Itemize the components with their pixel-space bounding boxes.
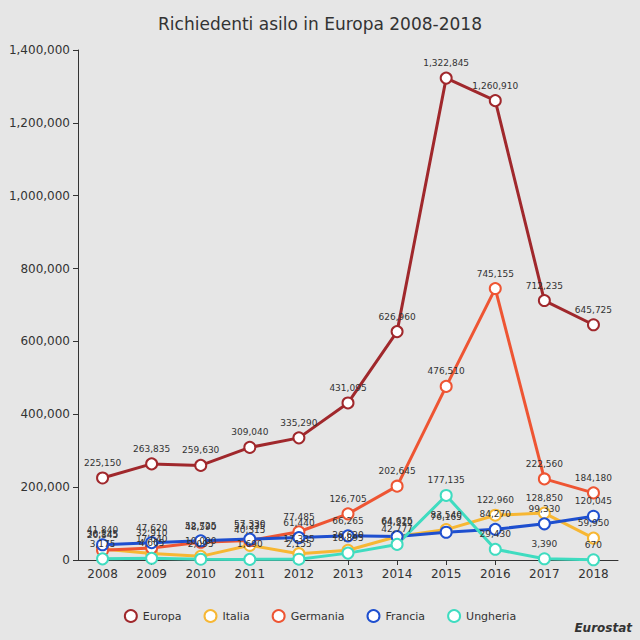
- svg-text:Europa: Europa: [143, 610, 182, 623]
- svg-text:66,265: 66,265: [332, 516, 364, 526]
- svg-text:3,390: 3,390: [531, 539, 557, 549]
- svg-text:400,000: 400,000: [20, 407, 70, 421]
- svg-text:Richiedenti asilo in Europa 20: Richiedenti asilo in Europa 2008-2018: [158, 14, 482, 34]
- svg-text:200,000: 200,000: [20, 480, 70, 494]
- svg-text:2,095: 2,095: [188, 539, 214, 549]
- svg-text:2010: 2010: [185, 567, 216, 581]
- svg-text:1,400,000: 1,400,000: [9, 43, 70, 57]
- svg-text:1,690: 1,690: [237, 539, 263, 549]
- svg-text:Italia: Italia: [222, 610, 249, 623]
- svg-text:202,645: 202,645: [378, 466, 415, 476]
- svg-text:47,620: 47,620: [136, 523, 168, 533]
- svg-text:128,850: 128,850: [526, 493, 563, 503]
- svg-text:42,777: 42,777: [381, 524, 413, 534]
- svg-text:177,135: 177,135: [428, 475, 465, 485]
- svg-text:57,330: 57,330: [234, 519, 266, 529]
- svg-text:2012: 2012: [284, 567, 315, 581]
- svg-text:64,310: 64,310: [381, 516, 413, 527]
- svg-text:800,000: 800,000: [20, 262, 70, 276]
- svg-text:99,330: 99,330: [529, 504, 561, 514]
- svg-text:645,725: 645,725: [575, 305, 612, 315]
- svg-text:2011: 2011: [235, 567, 266, 581]
- svg-text:263,835: 263,835: [133, 444, 170, 454]
- svg-text:Germania: Germania: [291, 610, 345, 623]
- svg-text:431,095: 431,095: [329, 383, 366, 393]
- svg-text:745,155: 745,155: [477, 269, 514, 279]
- svg-text:225,150: 225,150: [84, 458, 121, 468]
- svg-text:52,725: 52,725: [185, 521, 217, 531]
- svg-text:670: 670: [585, 540, 602, 550]
- svg-text:76,165: 76,165: [430, 512, 462, 522]
- svg-text:2014: 2014: [382, 567, 413, 581]
- svg-text:600,000: 600,000: [20, 334, 70, 348]
- svg-text:64,625: 64,625: [381, 516, 413, 527]
- svg-text:1,000,000: 1,000,000: [9, 189, 70, 203]
- svg-text:2,155: 2,155: [286, 539, 312, 549]
- svg-text:59,950: 59,950: [578, 518, 610, 528]
- svg-text:61,440: 61,440: [283, 518, 315, 528]
- svg-text:122,960: 122,960: [477, 495, 514, 505]
- svg-text:120,045: 120,045: [575, 496, 612, 506]
- svg-text:Ungheria: Ungheria: [466, 610, 516, 623]
- svg-text:2018: 2018: [578, 567, 609, 581]
- svg-text:84,270: 84,270: [480, 509, 512, 519]
- svg-text:335,290: 335,290: [280, 418, 317, 428]
- svg-text:Eurostat: Eurostat: [574, 621, 633, 635]
- svg-text:184,180: 184,180: [575, 473, 612, 483]
- svg-text:259,630: 259,630: [182, 445, 219, 455]
- svg-text:476,510: 476,510: [428, 366, 465, 376]
- svg-text:18,895: 18,895: [332, 533, 364, 543]
- svg-text:32,910: 32,910: [135, 528, 168, 538]
- svg-text:126,705: 126,705: [329, 494, 366, 504]
- svg-text:2009: 2009: [136, 567, 167, 581]
- svg-text:0: 0: [62, 553, 70, 567]
- svg-text:2015: 2015: [431, 567, 462, 581]
- svg-text:626,960: 626,960: [378, 312, 415, 322]
- svg-text:2016: 2016: [480, 567, 511, 581]
- svg-text:4,665: 4,665: [139, 538, 165, 548]
- svg-text:2008: 2008: [87, 567, 118, 581]
- svg-text:1,260,910: 1,260,910: [472, 81, 518, 91]
- svg-text:712,235: 712,235: [526, 281, 563, 291]
- svg-text:1,200,000: 1,200,000: [9, 116, 70, 130]
- svg-text:1,322,845: 1,322,845: [423, 58, 469, 68]
- svg-text:29,430: 29,430: [480, 529, 512, 539]
- svg-text:2017: 2017: [529, 567, 560, 581]
- svg-text:41,840: 41,840: [87, 525, 119, 535]
- svg-text:3,175: 3,175: [90, 539, 116, 549]
- svg-text:Francia: Francia: [385, 610, 425, 623]
- svg-text:309,040: 309,040: [231, 427, 268, 437]
- svg-text:2013: 2013: [333, 567, 364, 581]
- svg-text:222,560: 222,560: [526, 459, 563, 469]
